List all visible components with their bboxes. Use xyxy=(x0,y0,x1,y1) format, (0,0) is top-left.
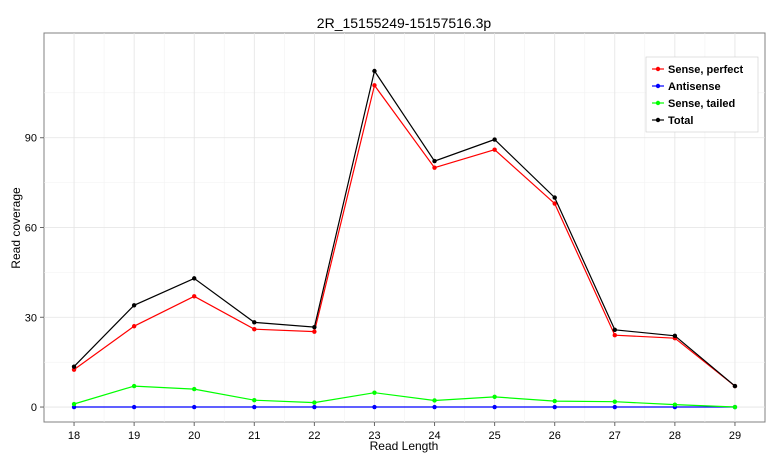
y-tick-label: 30 xyxy=(25,312,37,324)
legend-key-point-total xyxy=(655,117,661,123)
data-point-total xyxy=(71,364,77,369)
data-point-sense-perfect xyxy=(492,147,497,152)
y-tick-label: 0 xyxy=(31,402,37,414)
data-point-sense-tailed xyxy=(552,398,557,404)
legend-box xyxy=(645,56,759,133)
data-point-sense-tailed xyxy=(312,400,317,405)
data-point-sense-tailed xyxy=(672,402,678,407)
data-point-sense-tailed xyxy=(732,404,738,410)
data-point-total xyxy=(312,324,317,330)
legend-label-total: Total xyxy=(668,115,693,127)
x-tick-label: 21 xyxy=(248,430,260,442)
series-line-sense-perfect xyxy=(73,84,736,387)
data-point-sense-tailed xyxy=(612,399,617,404)
plot-area xyxy=(43,32,766,423)
series-line-total xyxy=(73,69,736,387)
data-point-antisense xyxy=(192,404,197,410)
x-tick-label: 28 xyxy=(669,430,681,442)
data-point-antisense xyxy=(492,404,497,410)
data-point-sense-perfect xyxy=(131,324,137,329)
x-tick-label: 18 xyxy=(68,430,80,442)
data-point-total xyxy=(131,303,137,308)
data-point-total xyxy=(492,137,497,142)
series-line-sense-tailed xyxy=(73,385,736,408)
data-point-total xyxy=(372,68,377,74)
data-point-sense-perfect xyxy=(552,201,557,206)
legend-key-point-sense-tailed xyxy=(655,100,661,106)
data-point-antisense xyxy=(372,404,377,410)
data-point-sense-tailed xyxy=(252,397,257,403)
data-point-total xyxy=(552,195,557,200)
x-tick-label: 27 xyxy=(609,430,621,442)
x-tick-label: 22 xyxy=(308,430,320,442)
data-point-antisense xyxy=(131,404,137,410)
x-tick-label: 25 xyxy=(489,430,501,442)
data-point-sense-perfect xyxy=(252,327,257,332)
data-point-total xyxy=(732,383,738,389)
axes: 0 30 60 90 18 19 20 21 22 23 24 25 26 27 28 29 xyxy=(25,133,741,442)
data-point-sense-perfect xyxy=(432,165,437,170)
y-tick-label: 60 xyxy=(25,223,37,235)
x-tick-label: 26 xyxy=(549,430,561,442)
data-point-antisense xyxy=(432,404,437,410)
data-point-sense-perfect xyxy=(612,333,617,338)
data-point-total xyxy=(252,320,257,325)
data-point-sense-tailed xyxy=(71,401,77,407)
chart-title: 2R_15155249-15157516.3p xyxy=(317,15,492,31)
data-point-total xyxy=(192,276,197,281)
x-tick-label: 23 xyxy=(368,430,380,442)
data-point-sense-tailed xyxy=(192,386,197,392)
data-point-total xyxy=(672,333,678,339)
x-tick-label: 29 xyxy=(729,430,741,442)
x-tick-label: 19 xyxy=(128,430,140,442)
data-point-sense-perfect xyxy=(312,329,317,334)
x-tick-label: 20 xyxy=(188,430,200,442)
legend-label-antisense: Antisense xyxy=(668,81,721,93)
y-tick-label: 90 xyxy=(25,133,37,145)
legend-key-point-antisense xyxy=(655,83,661,89)
data-point-sense-perfect xyxy=(192,294,197,299)
x-axis-label: Read Length xyxy=(370,439,439,453)
data-point-sense-perfect xyxy=(372,83,377,88)
legend-key-point-sense-perfect xyxy=(655,66,661,72)
data-point-antisense xyxy=(252,404,257,410)
legend-label-sense-tailed: Sense, tailed xyxy=(668,98,735,110)
legend: Sense, perfect Antisense Sense, tailed Tota… xyxy=(645,56,759,133)
data-point-sense-tailed xyxy=(131,383,137,389)
data-point-sense-tailed xyxy=(492,394,497,400)
data-point-antisense xyxy=(612,404,617,410)
x-tick-label: 24 xyxy=(428,430,440,442)
data-point-sense-tailed xyxy=(432,398,437,403)
data-point-antisense xyxy=(312,404,317,410)
data-point-antisense xyxy=(552,404,557,410)
y-axis-label: Read coverage xyxy=(9,187,23,269)
legend-label-sense-perfect: Sense, perfect xyxy=(668,64,744,76)
data-point-total xyxy=(432,158,437,164)
series-group xyxy=(71,68,738,410)
data-point-total xyxy=(612,327,617,333)
data-point-sense-tailed xyxy=(372,390,377,395)
